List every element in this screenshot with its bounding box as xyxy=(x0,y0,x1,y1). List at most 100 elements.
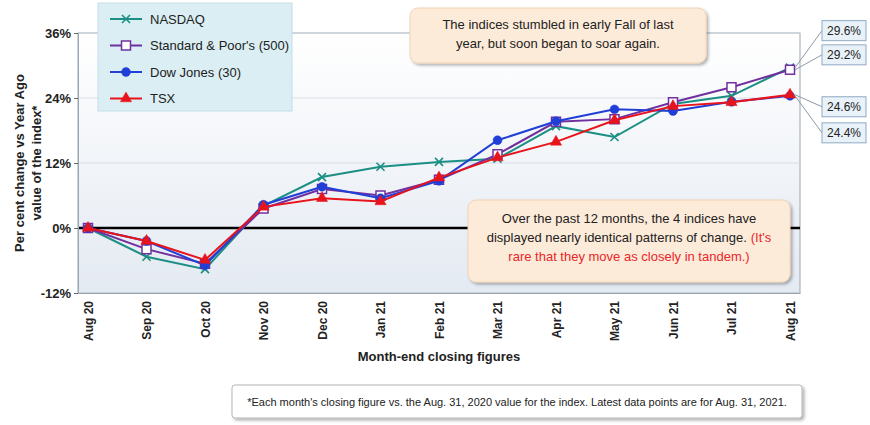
series-marker xyxy=(552,117,561,126)
series-marker xyxy=(318,182,327,191)
series-marker xyxy=(784,88,795,98)
series-marker xyxy=(493,136,502,145)
value-label: 24.4% xyxy=(827,126,861,140)
legend-item: NASDAQ xyxy=(110,12,205,27)
y-axis-title-line: Per cent change vs Year Ago xyxy=(12,74,27,252)
legend-label: NASDAQ xyxy=(150,12,205,27)
x-tick: May 21 xyxy=(608,301,622,341)
legend-marker xyxy=(122,15,130,23)
x-tick-label: Aug 20 xyxy=(82,301,96,341)
legend-marker xyxy=(122,68,131,77)
legend-item: Standard & Poor's (500) xyxy=(110,38,289,53)
x-tick-label: Dec 20 xyxy=(316,301,330,340)
y-axis-title-line: value of the index* xyxy=(29,105,44,221)
y-tick-label: 12% xyxy=(45,156,71,171)
value-label: 24.6% xyxy=(827,100,861,114)
x-tick: Aug 21 xyxy=(784,301,798,341)
y-axis-title: Per cent change vs Year Agovalue of the … xyxy=(12,74,44,252)
callout-box xyxy=(822,123,866,143)
series-marker xyxy=(316,192,327,202)
legend-marker xyxy=(122,41,131,50)
x-tick: Dec 20 xyxy=(316,301,330,340)
x-tick: Aug 20 xyxy=(82,301,96,341)
series xyxy=(84,91,795,269)
footnote: *Each month's closing figure vs. the Aug… xyxy=(232,385,802,418)
annotation-text: year, but soon began to soar again. xyxy=(456,36,660,51)
x-tick-label: Jan 21 xyxy=(374,301,388,339)
series-line xyxy=(88,96,790,266)
series-marker xyxy=(785,65,794,74)
x-axis-title: Month-end closing figures xyxy=(358,349,521,364)
x-tick: Nov 20 xyxy=(257,301,271,341)
x-tick-label: Jun 21 xyxy=(667,301,681,339)
annotation-text: rare that they move as closely in tandem… xyxy=(508,249,749,264)
plot-area xyxy=(78,33,800,293)
series-marker xyxy=(610,105,619,114)
x-tick: Mar 21 xyxy=(491,301,505,339)
series-marker xyxy=(141,234,152,244)
y-tick: 12% xyxy=(45,156,78,171)
annotation-text: The indices stumbled in early Fall of la… xyxy=(442,17,674,32)
legend: NASDAQStandard & Poor's (500)Dow Jones (… xyxy=(98,3,292,111)
series-marker xyxy=(667,100,678,110)
annotation: Over the past 12 months, the 4 indices h… xyxy=(468,200,790,282)
series-marker xyxy=(609,114,620,124)
x-tick-label: Jul 21 xyxy=(725,301,739,335)
legend-item: TSX xyxy=(110,91,176,106)
y-tick-mark xyxy=(74,33,78,34)
series xyxy=(82,88,795,263)
x-tick-label: May 21 xyxy=(608,301,622,341)
annotation-line: Over the past 12 months, the 4 indices h… xyxy=(502,211,756,226)
grid xyxy=(78,33,800,293)
legend-label: Standard & Poor's (500) xyxy=(150,38,289,53)
annotation-line: year, but soon began to soar again. xyxy=(456,36,660,51)
x-tick-label: Nov 20 xyxy=(257,301,271,341)
legend-label: TSX xyxy=(150,91,176,106)
y-tick-mark xyxy=(74,293,78,294)
series-marker xyxy=(726,96,737,106)
annotation-box xyxy=(468,200,790,282)
footnote-text: *Each month's closing figure vs. the Aug… xyxy=(247,396,787,408)
series-marker xyxy=(258,200,269,210)
series-line xyxy=(88,95,790,260)
series-marker xyxy=(199,253,210,263)
annotation-line: displayed nearly identical patterns of c… xyxy=(487,230,772,245)
y-tick-mark xyxy=(74,98,78,99)
grid-line xyxy=(78,293,800,294)
x-tick-label: Mar 21 xyxy=(491,301,505,339)
callout-box xyxy=(822,45,866,65)
series-marker xyxy=(433,171,444,181)
x-tick: Jul 21 xyxy=(725,301,739,335)
annotation: The indices stumbled in early Fall of la… xyxy=(410,8,706,63)
x-tick-label: Oct 20 xyxy=(199,301,213,338)
value-label: 29.2% xyxy=(827,48,861,62)
x-tick: Oct 20 xyxy=(199,301,213,338)
x-tick: Sep 20 xyxy=(140,301,154,340)
x-tick-label: Aug 21 xyxy=(784,301,798,341)
callout-line xyxy=(795,96,822,133)
x-tick: Jun 21 xyxy=(667,301,681,339)
y-tick-mark xyxy=(74,228,78,229)
x-tick-label: Sep 20 xyxy=(140,301,154,340)
series-marker xyxy=(727,83,736,92)
chart-svg: -12%0%12%24%36%Aug 20Sep 20Oct 20Nov 20D… xyxy=(0,0,870,425)
x-tick-label: Apr 21 xyxy=(550,301,564,339)
annotation-text: displayed nearly identical patterns of c… xyxy=(487,230,747,245)
x-tick: Apr 21 xyxy=(550,301,564,339)
series-marker xyxy=(377,163,385,171)
y-tick: -12% xyxy=(41,286,78,301)
series-marker xyxy=(142,245,151,254)
series-marker xyxy=(550,135,561,145)
legend-box xyxy=(98,3,292,111)
callout-box xyxy=(822,97,866,117)
value-labels: 29.6% 29.2% 24.6% 24.4% xyxy=(795,21,866,143)
series-marker xyxy=(492,151,503,161)
y-axis-line xyxy=(78,34,79,294)
x-axis-line xyxy=(79,293,801,294)
value-label: 29.6% xyxy=(827,24,861,38)
y-tick-label: 24% xyxy=(45,91,71,106)
x-axis: Aug 20Sep 20Oct 20Nov 20Dec 20Jan 21Feb … xyxy=(79,294,801,342)
series-marker xyxy=(318,173,326,181)
x-tick: Jan 21 xyxy=(374,301,388,339)
y-tick-label: 36% xyxy=(45,26,71,41)
